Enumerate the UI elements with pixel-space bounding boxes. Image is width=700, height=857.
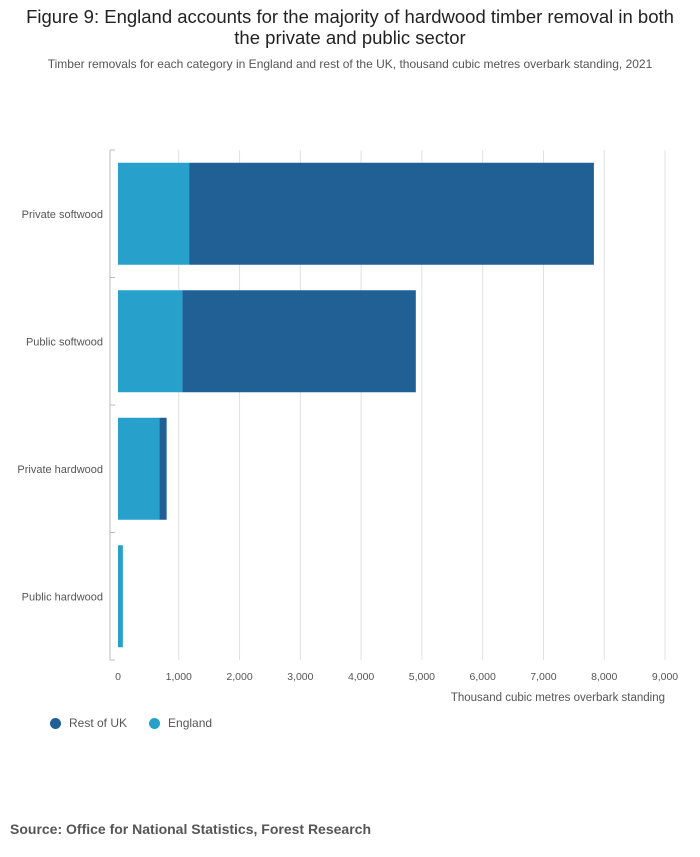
category-label: Private softwood — [22, 209, 103, 221]
chart-subtitle: Timber removals for each category in Eng… — [47, 57, 653, 71]
x-tick-label: 5,000 — [409, 671, 435, 683]
chart-legend: Rest of UK England — [50, 716, 234, 730]
legend-item-england: England — [149, 716, 212, 730]
bar-rest-of-uk — [182, 290, 416, 393]
chart-title: Figure 9: England accounts for the major… — [26, 6, 674, 48]
x-tick-label: 1,000 — [166, 671, 192, 683]
x-tick-label: 9,000 — [652, 671, 678, 683]
legend-item-rest-of-uk: Rest of UK — [50, 716, 127, 730]
category-label: Public hardwood — [22, 591, 103, 603]
x-tick-label: 7,000 — [530, 671, 556, 683]
legend-label-england: England — [168, 716, 213, 730]
x-tick-label: 8,000 — [591, 671, 617, 683]
legend-label-rest-of-uk: Rest of UK — [69, 716, 128, 730]
category-label: Private hardwood — [17, 464, 103, 476]
bar-england — [118, 162, 190, 265]
bar-england — [118, 545, 123, 648]
bar-rest-of-uk — [159, 417, 167, 520]
bar-england — [118, 417, 160, 520]
x-tick-label: 3,000 — [287, 671, 313, 683]
x-tick-label: 4,000 — [348, 671, 374, 683]
x-tick-label: 2,000 — [226, 671, 252, 683]
x-tick-label: 6,000 — [470, 671, 496, 683]
legend-swatch-rest-of-uk — [50, 717, 61, 729]
bar-rest-of-uk — [189, 162, 594, 265]
x-tick-label: 0 — [115, 671, 121, 683]
legend-swatch-england — [149, 717, 161, 729]
category-label: Public softwood — [26, 336, 103, 348]
bar-england — [118, 290, 183, 393]
source-note: Source: Office for National Statistics, … — [10, 821, 371, 837]
x-axis-title: Thousand cubic metres overbark standing — [451, 692, 665, 704]
